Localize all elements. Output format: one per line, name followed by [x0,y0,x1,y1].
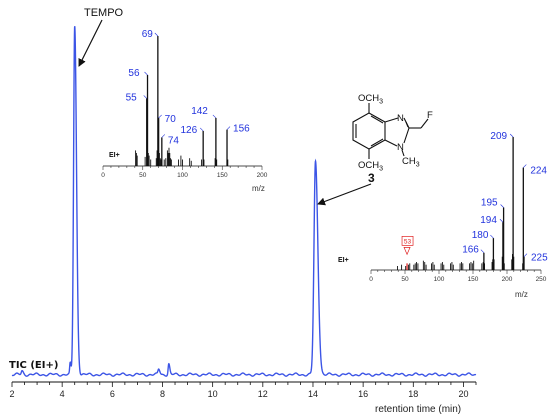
tic-x-tick-label: 4 [60,389,65,399]
ms-peak-leader [500,204,504,208]
tic-label: TIC (EI+) [9,360,58,371]
n-methyl-bond [401,149,405,157]
ms-peak-label: 74 [168,135,180,146]
methyl-text: CH [402,156,416,167]
ms-peak-label: 195 [481,197,498,208]
tic-x-tick-label: 12 [258,389,268,399]
ms-peak-leader [158,114,162,119]
ms-peak-label: 225 [531,253,548,264]
ms-peak-leader [144,71,148,76]
ms-peak-leader [199,127,204,132]
tic-x-tick-label: 2 [9,389,14,399]
ms-peak-leader [480,249,485,253]
top-och3-label: OCH3 [358,93,383,106]
ms-peak-label: 69 [142,29,154,40]
top-och3-text: OCH [358,93,379,104]
imidazole-double-bond [405,121,409,128]
ms-peak-label: 209 [490,131,507,142]
tic-series-line [11,26,477,377]
tempo-arrow [78,19,103,67]
tic-x-tick-label: 14 [308,389,318,399]
bottom-och3-text: OCH [358,160,379,171]
ms-x-tick-label: 150 [468,276,479,283]
bottom-och3-label: OCH3 [358,160,383,173]
ring-double-bond [370,115,384,124]
compound-arrow [317,183,372,206]
ms-peak-leader [226,126,231,130]
tic-chromatogram: 2 4 6 8 10 12 14 16 18 20 TIC (EI+) retention tim… [9,7,477,415]
ms-x-tick-label: 0 [101,172,105,179]
n-methyl-n-label: N [397,142,404,153]
benzene-ring [352,112,386,150]
ms-peak-label: 180 [472,230,489,241]
ms-x-tick-label: 100 [434,276,445,283]
ms-peak-label: 126 [180,125,197,136]
tic-x-tick-label: 18 [408,389,418,399]
ms-x-tick-label: 150 [217,172,228,179]
fluoro-label: F [427,110,433,121]
tic-x-tick-label: 20 [458,389,468,399]
cf-bond [420,118,429,129]
compound-number: 3 [368,171,375,185]
ms-x-tick-label: 200 [257,172,268,179]
ms-x-axis-title: m/z [515,290,528,299]
ms-peak-leader [154,32,159,37]
ms-peak-leader [523,253,528,257]
ms-peak-label: 55 [126,92,138,103]
tempo-annotation: TEMPO [84,7,124,19]
ms-ion-mode: EI+ [338,257,349,264]
tic-x-tick-label: 6 [110,389,115,399]
tic-x-axis-title: retention time (min) [375,404,461,415]
imidazole-bond [384,139,398,147]
n-label: N [397,113,404,124]
ms-peak-label: 194 [480,215,497,226]
ring-double-bond [370,138,384,147]
ms-boxed-label-frame [401,236,414,246]
ms-x-tick-label: 100 [177,172,188,179]
ms-peak-label: 156 [233,124,250,135]
ms-x-axis-title: m/z [252,184,265,193]
ms-boxed-peak-label: 53 [404,238,412,245]
ms-x-tick-label: 200 [502,276,513,283]
ms-peak-leader [499,218,504,223]
ms-peak-label: 166 [462,245,479,256]
ms-x-tick-label: 50 [401,276,409,283]
ms-peak-label: 224 [530,166,547,177]
methyl-sub: 3 [416,162,420,169]
ms-inset-compound: 0 50 100 150 200 250 m/z EI+ 166 180 194 195 209 224 2… [338,131,548,299]
ms-peak-label: 70 [165,114,177,125]
top-och3-sub: 3 [379,99,383,106]
tic-x-tick-label: 8 [160,389,165,399]
ms-ion-mode: EI+ [109,152,120,159]
ms-x-tick-label: 250 [536,276,547,283]
ms-x-tick-label: 50 [139,172,147,179]
tic-x-tick-label: 10 [208,389,218,399]
ms-peak-label: 142 [191,106,208,117]
ms-peak-leader [509,133,514,138]
ms-peak-leader [161,134,166,138]
imidazole-bond [384,117,399,123]
tic-x-tick-label: 16 [358,389,368,399]
methyl-label: CH3 [402,156,420,169]
ms-peak-leader [523,164,527,168]
chemical-structure: OCH3 OCH3 N N CH3 F 3 [352,93,433,185]
ms-peak-leader [212,114,217,119]
bottom-och3-sub: 3 [379,166,383,173]
ms-peak-leader [143,95,147,99]
ms-boxed-marker [403,247,411,256]
tic-x-ticks: 2 4 6 8 10 12 14 16 18 20 [9,382,477,399]
ms-peak-leader [490,234,494,239]
imidazole-bond [403,127,410,144]
ms-peak-label: 56 [128,68,140,79]
ms-x-tick-label: 0 [369,276,373,283]
